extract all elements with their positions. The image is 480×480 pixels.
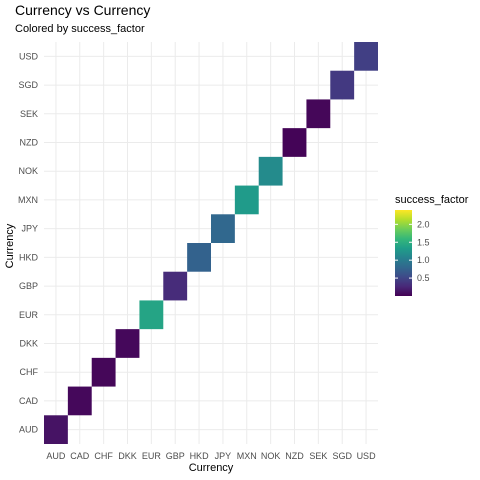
legend: success_factor 0.5 1.0 1.5 2.0 [395,194,469,296]
legend-tick-label: 1.0 [417,255,430,265]
y-tick-label-cad: CAD [19,396,39,406]
y-tick-label-hkd: HKD [19,252,39,262]
x-tick-label-cad: CAD [70,451,90,461]
x-tick-label-sgd: SGD [332,451,352,461]
heatmap-cell-usd-usd [354,42,378,71]
legend-tick-label: 2.0 [417,219,430,229]
x-tick-label-chf: CHF [94,451,113,461]
y-tick-label-gbp: GBP [19,281,38,291]
y-tick-label-nzd: NZD [20,138,39,148]
y-tick-label-usd: USD [19,51,39,61]
heatmap-cell-gbp-gbp [163,271,188,301]
y-tick-label-aud: AUD [19,425,39,435]
chart-subtitle: Colored by success_factor [15,23,145,35]
x-tick-label-nok: NOK [261,451,281,461]
heatmap-cell-nok-nok [258,156,283,186]
x-tick-label-jpy: JPY [215,451,232,461]
x-tick-label-sek: SEK [309,451,327,461]
x-axis-title: Currency [189,462,234,474]
x-tick-label-mxn: MXN [237,451,257,461]
y-tick-label-mxn: MXN [18,195,38,205]
heatmap-cell-cad-cad [67,386,92,416]
legend-title: success_factor [395,194,469,206]
legend-tick-label: 0.5 [417,273,430,283]
y-tick-label-dkk: DKK [19,339,38,349]
x-tick-label-dkk: DKK [118,451,137,461]
legend-tick-label: 1.5 [417,237,430,247]
x-tick-label-usd: USD [357,451,377,461]
heatmap-cell-nzd-nzd [282,128,307,157]
chart-title: Currency vs Currency [15,2,150,18]
x-tick-label-gbp: GBP [166,451,185,461]
y-tick-label-sek: SEK [20,109,38,119]
heatmap-cell-sgd-sgd [330,70,355,100]
heatmap-cell-dkk-dkk [115,329,140,358]
x-tick-label-hkd: HKD [190,451,210,461]
y-tick-label-chf: CHF [20,367,39,377]
y-axis-ticks: AUD CAD CHF DKK EUR GBP HKD JPY MXN NOK NZD SEK SGD U… [18,51,38,434]
y-axis-title: Currency [4,223,16,268]
heatmap-cell-jpy-jpy [211,214,235,243]
legend-ticks: 0.5 1.0 1.5 2.0 [395,219,430,283]
heatmap-cell-aud-aud [44,415,68,444]
x-axis-ticks: AUD CAD CHF DKK EUR GBP HKD JPY MXN NOK NZD SEK SGD U… [46,451,376,461]
heatmap-cell-mxn-mxn [234,185,259,215]
x-tick-label-eur: EUR [142,451,162,461]
y-tick-label-jpy: JPY [21,224,38,234]
heatmap-cell-chf-chf [91,357,116,387]
legend-colorbar [395,210,412,296]
heatmap-cell-hkd-hkd [187,243,211,272]
y-tick-label-nok: NOK [18,166,38,176]
heatmap-cell-eur-eur [139,300,164,330]
x-tick-label-nzd: NZD [285,451,304,461]
y-tick-label-sgd: SGD [18,80,38,90]
heatmap-cell-sek-sek [306,99,331,129]
y-tick-label-eur: EUR [19,310,39,320]
x-tick-label-aud: AUD [46,451,66,461]
heatmap-cells [44,42,378,444]
